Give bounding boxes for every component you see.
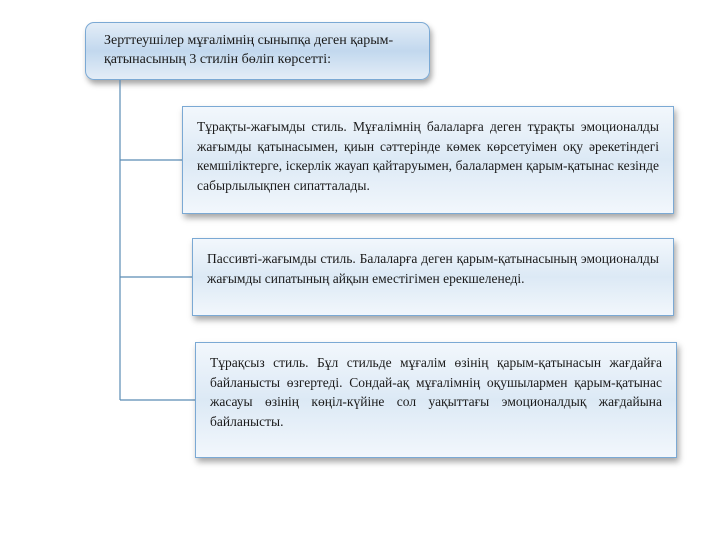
style-box-3: Тұрақсыз стиль. Бұл стильде мұғалім өзін…: [195, 342, 677, 458]
header-box: Зерттеушілер мұғалімнің сыныпқа деген қа…: [85, 22, 430, 80]
style-box-3-text: Тұрақсыз стиль. Бұл стильде мұғалім өзін…: [210, 355, 662, 429]
style-box-1: Тұрақты-жағымды стиль. Мұғалімнің балала…: [182, 106, 674, 214]
style-box-1-text: Тұрақты-жағымды стиль. Мұғалімнің балала…: [197, 119, 659, 193]
style-box-2-text: Пассивті-жағымды стиль. Балаларға деген …: [207, 251, 659, 286]
header-text: Зерттеушілер мұғалімнің сыныпқа деген қа…: [104, 32, 411, 70]
style-box-2: Пассивті-жағымды стиль. Балаларға деген …: [192, 238, 674, 316]
